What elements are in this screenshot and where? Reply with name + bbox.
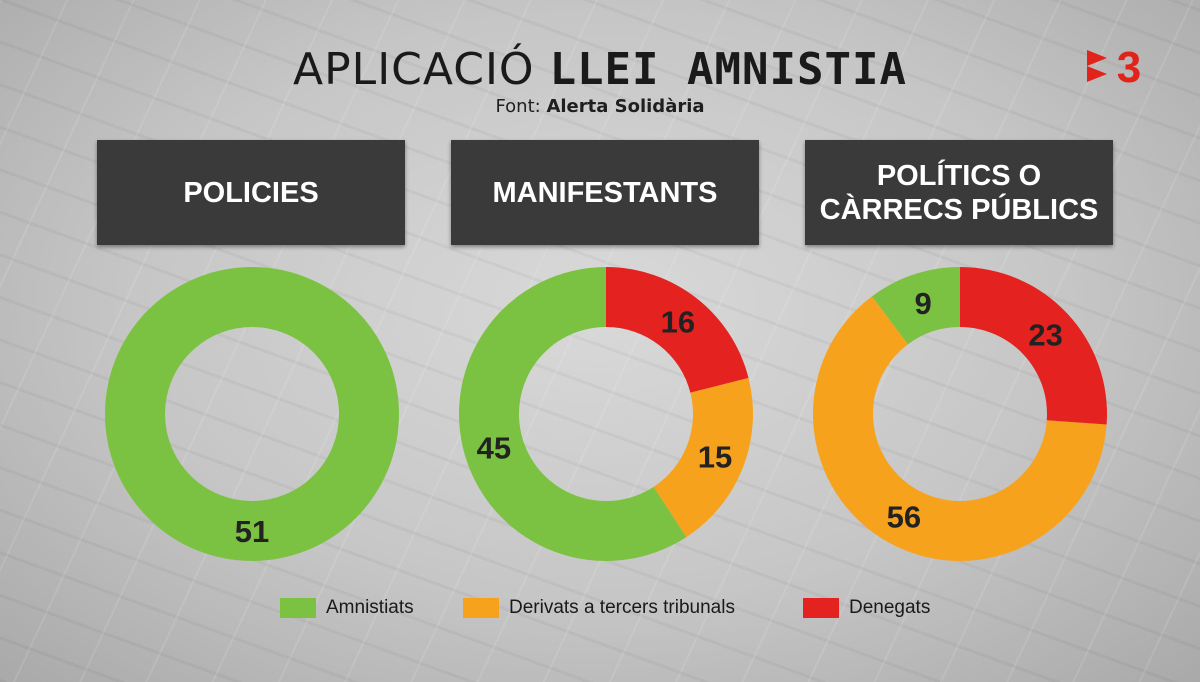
legend-swatch: [280, 598, 316, 618]
slice-amnistiats: [105, 267, 399, 561]
title-light: APLICACIÓ: [293, 44, 535, 95]
panel-header-politics: POLÍTICS O CÀRRECS PÚBLICS: [805, 140, 1113, 245]
legend-item-denegats: Denegats: [803, 596, 930, 620]
logo-digit: 3: [1117, 43, 1141, 88]
donut-chart-manifestants: 45 15 16: [458, 267, 753, 561]
source-name: Alerta Solidària: [546, 96, 705, 117]
chart-title: APLICACIÓ LLEI AMNISTIA: [0, 44, 1200, 95]
tv3-channel-logo: 3: [1087, 43, 1141, 88]
logo-arrow-upper: [1087, 50, 1107, 66]
data-label-denegats: 23: [1028, 317, 1062, 352]
slice-derivats-a-tercers-tribunals: [653, 377, 753, 538]
source-prefix: Font:: [495, 96, 541, 117]
donut-chart-policies: 51: [105, 267, 399, 561]
panel-header-manifestants: MANIFESTANTS: [451, 140, 759, 245]
title-bold: LLEI AMNISTIA: [549, 44, 907, 95]
panel-title-line: POLÍTICS O: [876, 159, 1042, 192]
slice-denegats: [606, 267, 749, 393]
slice-amnistiats: [871, 267, 960, 345]
source-line: Font: Alerta Solidària: [0, 96, 1200, 117]
data-label-denegats: 16: [661, 305, 695, 340]
panel-title-line: MANIFESTANTS: [492, 176, 718, 209]
data-label-amnistiats: 9: [914, 286, 931, 321]
legend-swatch: [803, 598, 839, 618]
donut-chart-politics: 9 56 23: [813, 267, 1107, 561]
legend-item-derivats: Derivats a tercers tribunals: [463, 596, 735, 620]
data-label-derivats-a-tercers-tribunals: 56: [887, 500, 921, 535]
slice-derivats-a-tercers-tribunals: [813, 296, 1107, 561]
panel-header-policies: POLICIES: [97, 140, 405, 245]
logo-arrow-lower: [1087, 66, 1107, 82]
panel-title-line: CÀRRECS PÚBLICS: [819, 193, 1099, 226]
data-label-derivats-a-tercers-tribunals: 15: [698, 440, 732, 475]
data-label-amnistiats: 45: [477, 430, 511, 465]
legend: Amnistiats Derivats a tercers tribunals …: [0, 596, 1200, 620]
legend-label: Denegats: [849, 597, 931, 618]
legend-item-amnistiats: Amnistiats: [280, 596, 414, 620]
legend-swatch: [463, 598, 499, 618]
slice-amnistiats: [458, 267, 687, 561]
data-label-amnistiats: 51: [235, 514, 269, 549]
panel-title-line: POLICIES: [183, 176, 319, 209]
legend-label: Derivats a tercers tribunals: [509, 597, 735, 618]
slice-denegats: [960, 267, 1107, 425]
legend-label: Amnistiats: [326, 597, 414, 618]
